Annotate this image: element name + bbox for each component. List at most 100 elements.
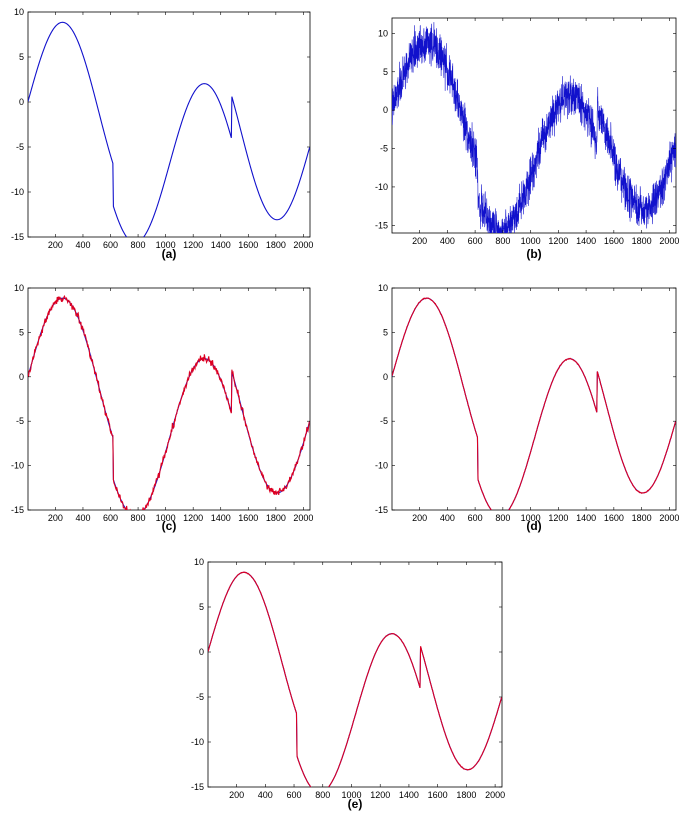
plot-frame (207, 561, 503, 788)
x-tick-label: 1800 (632, 236, 652, 246)
x-tick-label: 800 (495, 513, 510, 523)
x-tick-label: 1600 (604, 236, 624, 246)
y-tick-label: -5 (16, 142, 24, 152)
panel-caption: (c) (162, 519, 177, 533)
chart-panel-2: 200 400 600 800 1000 1200 1400 1600 1800 2000 10 5 0… (375, 17, 679, 261)
y-tick-label: 0 (199, 647, 204, 657)
x-tick-label: 1400 (576, 236, 596, 246)
x-tick-label: 1000 (521, 236, 541, 246)
y-tick-label: 5 (383, 327, 388, 337)
x-tick-label: 200 (412, 513, 427, 523)
x-tick-label: 1600 (604, 513, 624, 523)
series-line-estimate (392, 297, 676, 510)
plot-frame (27, 11, 311, 238)
chart-panel-1: 200 400 600 800 1000 1200 1400 1600 1800 2000 10 5 0… (11, 7, 313, 261)
x-tick-label: 200 (229, 790, 244, 800)
y-tick-label: -15 (191, 782, 204, 792)
plot-frame (27, 287, 311, 511)
x-tick-label: 400 (440, 236, 455, 246)
x-tick-label: 600 (287, 790, 302, 800)
y-tick-label: 5 (19, 327, 24, 337)
plot-frame (391, 287, 677, 511)
x-tick-label: 1800 (266, 240, 286, 250)
x-tick-label: 800 (131, 513, 146, 523)
x-tick-label: 400 (440, 513, 455, 523)
x-tick-label: 1000 (156, 240, 176, 250)
x-tick-label: 200 (412, 236, 427, 246)
y-tick-label: 0 (383, 105, 388, 115)
y-tick-label: 5 (383, 67, 388, 77)
x-tick-label: 600 (468, 236, 483, 246)
x-tick-label: 1800 (266, 513, 286, 523)
y-tick-label: 0 (19, 97, 24, 107)
chart-panel-4: 200 400 600 800 1000 1200 1400 1600 1800 2000 10 5 0… (375, 283, 679, 533)
x-tick-label: 2000 (293, 240, 313, 250)
x-tick-label: 400 (258, 790, 273, 800)
y-tick-label: -15 (11, 505, 24, 515)
x-tick-label: 1800 (456, 790, 476, 800)
x-tick-label: 400 (75, 240, 90, 250)
y-tick-label: 0 (383, 372, 388, 382)
x-tick-label: 800 (131, 240, 146, 250)
y-tick-label: 10 (14, 7, 24, 17)
x-tick-label: 1400 (211, 513, 231, 523)
x-tick-label: 1200 (183, 513, 203, 523)
x-tick-label: 600 (468, 513, 483, 523)
x-tick-label: 400 (75, 513, 90, 523)
x-tick-label: 2000 (659, 236, 679, 246)
x-tick-label: 1000 (521, 513, 541, 523)
x-tick-label: 200 (48, 513, 63, 523)
y-tick-label: 0 (19, 372, 24, 382)
x-tick-label: 2000 (659, 513, 679, 523)
x-tick-label: 2000 (293, 513, 313, 523)
chart-panel-3: 200 400 600 800 1000 1200 1400 1600 1800 2000 10 5 0… (11, 283, 313, 533)
x-tick-label: 1200 (548, 236, 568, 246)
y-tick-label: 5 (199, 602, 204, 612)
y-tick-label: -15 (11, 232, 24, 242)
panel-caption: (e) (348, 797, 363, 811)
x-tick-label: 1400 (576, 513, 596, 523)
y-tick-label: 10 (378, 28, 388, 38)
x-tick-label: 1000 (341, 790, 361, 800)
x-tick-label: 1000 (156, 513, 176, 523)
x-tick-label: 2000 (485, 790, 505, 800)
x-tick-label: 1600 (238, 240, 258, 250)
y-tick-label: -10 (11, 461, 24, 471)
x-tick-label: 1400 (399, 790, 419, 800)
x-tick-label: 1200 (370, 790, 390, 800)
series-line-clean (28, 21, 310, 237)
series-line-estimate (28, 294, 310, 510)
y-tick-label: -5 (380, 144, 388, 154)
series-line-estimate (208, 571, 502, 787)
y-tick-label: -15 (375, 505, 388, 515)
y-tick-label: -10 (375, 182, 388, 192)
panel-caption: (b) (526, 247, 541, 261)
panel-caption: (d) (526, 519, 541, 533)
y-tick-label: -5 (380, 416, 388, 426)
chart-panel-5: 200 400 600 800 1000 1200 1400 1600 1800 2000 10 5 0… (191, 557, 505, 811)
y-tick-label: -10 (11, 187, 24, 197)
series-line-noisy (392, 22, 676, 233)
y-tick-label: 10 (14, 283, 24, 293)
y-tick-label: -10 (375, 461, 388, 471)
x-tick-label: 800 (495, 236, 510, 246)
y-tick-label: -5 (196, 692, 204, 702)
y-tick-label: 10 (378, 283, 388, 293)
y-tick-label: -15 (375, 220, 388, 230)
panel-caption: (a) (162, 247, 177, 261)
x-tick-label: 1200 (548, 513, 568, 523)
x-tick-label: 1800 (632, 513, 652, 523)
x-tick-label: 1600 (238, 513, 258, 523)
y-tick-label: 5 (19, 52, 24, 62)
x-tick-label: 1200 (183, 240, 203, 250)
y-tick-label: 10 (194, 557, 204, 567)
y-tick-label: -10 (191, 737, 204, 747)
x-tick-label: 1600 (428, 790, 448, 800)
x-tick-label: 200 (48, 240, 63, 250)
x-tick-label: 800 (315, 790, 330, 800)
x-tick-label: 600 (103, 513, 118, 523)
y-tick-label: -5 (16, 416, 24, 426)
x-tick-label: 1400 (211, 240, 231, 250)
x-tick-label: 600 (103, 240, 118, 250)
